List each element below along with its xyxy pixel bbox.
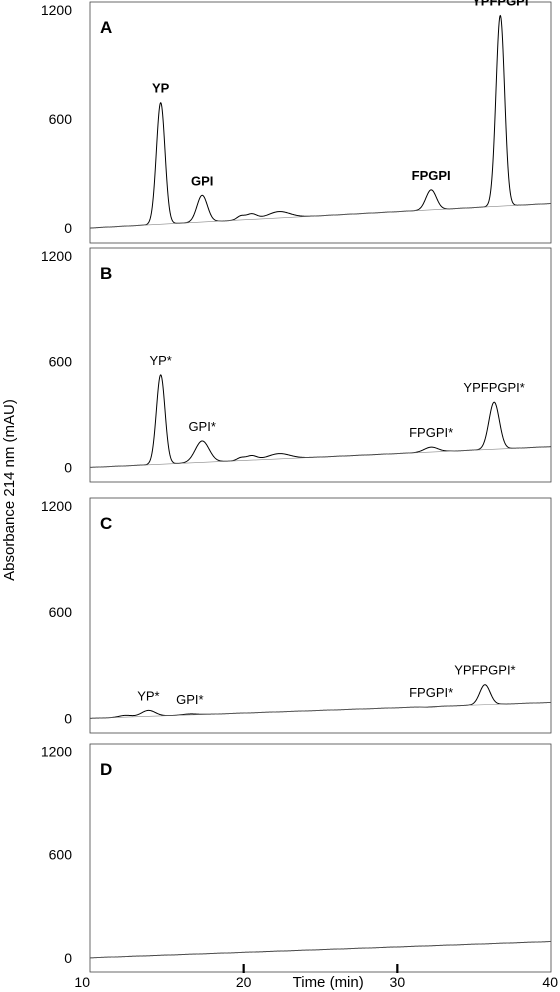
peak-label: YPFPGPI* xyxy=(454,663,515,678)
x-tick-label: 30 xyxy=(390,974,406,990)
panel-letter-d: D xyxy=(100,760,112,779)
x-axis-title: Time (min) xyxy=(293,974,364,991)
peak-label: YPFPGPI xyxy=(472,0,528,8)
peak-label: GPI* xyxy=(188,419,215,434)
y-tick-label: 600 xyxy=(49,111,73,127)
y-tick-label: 1200 xyxy=(41,498,72,514)
peak-label: GPI* xyxy=(176,692,203,707)
panel-letter-c: C xyxy=(100,514,112,533)
y-tick-label: 0 xyxy=(64,459,72,475)
y-tick-label: 1200 xyxy=(41,744,72,760)
panel-letter-a: A xyxy=(100,18,112,37)
x-tick-label: 20 xyxy=(236,974,252,990)
panel-frame xyxy=(89,247,552,483)
peak-label: YP* xyxy=(137,688,159,703)
x-axis: 10 20 30 40 xyxy=(74,964,558,990)
y-tick-label: 1200 xyxy=(41,248,72,264)
panel-a: 0 600 1200 A YP GPI FPGPI YPFPGPI xyxy=(41,0,552,244)
panels-group: 0 600 1200 A YP GPI FPGPI YPFPGPI 0 600 1200 B YP* GP… xyxy=(41,0,552,973)
y-tick-label: 0 xyxy=(64,950,72,966)
y-tick-label: 0 xyxy=(64,710,72,726)
panel-frame xyxy=(89,1,552,244)
integration-baseline xyxy=(89,446,552,468)
y-tick-label: 600 xyxy=(49,354,73,370)
peak-label: FPGPI xyxy=(412,168,451,183)
panel-frame xyxy=(89,743,552,973)
panel-d: 0 600 1200 D xyxy=(41,743,552,973)
chromatogram-trace xyxy=(89,14,552,229)
x-tick-label: 40 xyxy=(542,974,558,990)
y-tick-label: 1200 xyxy=(41,2,72,18)
y-tick-label: 600 xyxy=(49,847,73,863)
peak-label: GPI xyxy=(191,173,213,188)
panel-frame xyxy=(89,497,552,734)
y-tick-label: 0 xyxy=(64,220,72,236)
panel-c: 0 600 1200 C YP* GPI* FPGPI*YPFPGPI* xyxy=(41,497,552,734)
peak-label: YP* xyxy=(149,353,171,368)
panel-b: 0 600 1200 B YP* GPI* FPGPI* YPFPGPI* xyxy=(41,247,552,483)
integration-baseline xyxy=(89,941,552,959)
peak-label: YPFPGPI* xyxy=(463,380,524,395)
x-tick-label: 10 xyxy=(74,974,90,990)
peak-label: FPGPI* xyxy=(409,425,453,440)
peak-label: FPGPI* xyxy=(409,685,453,700)
y-tick-label: 600 xyxy=(49,604,73,620)
integration-baseline xyxy=(89,702,552,719)
peak-label: YP xyxy=(152,81,170,96)
y-axis-title: Absorbance 214 nm (mAU) xyxy=(1,399,18,581)
integration-baseline xyxy=(89,203,552,229)
panel-letter-b: B xyxy=(100,264,112,283)
